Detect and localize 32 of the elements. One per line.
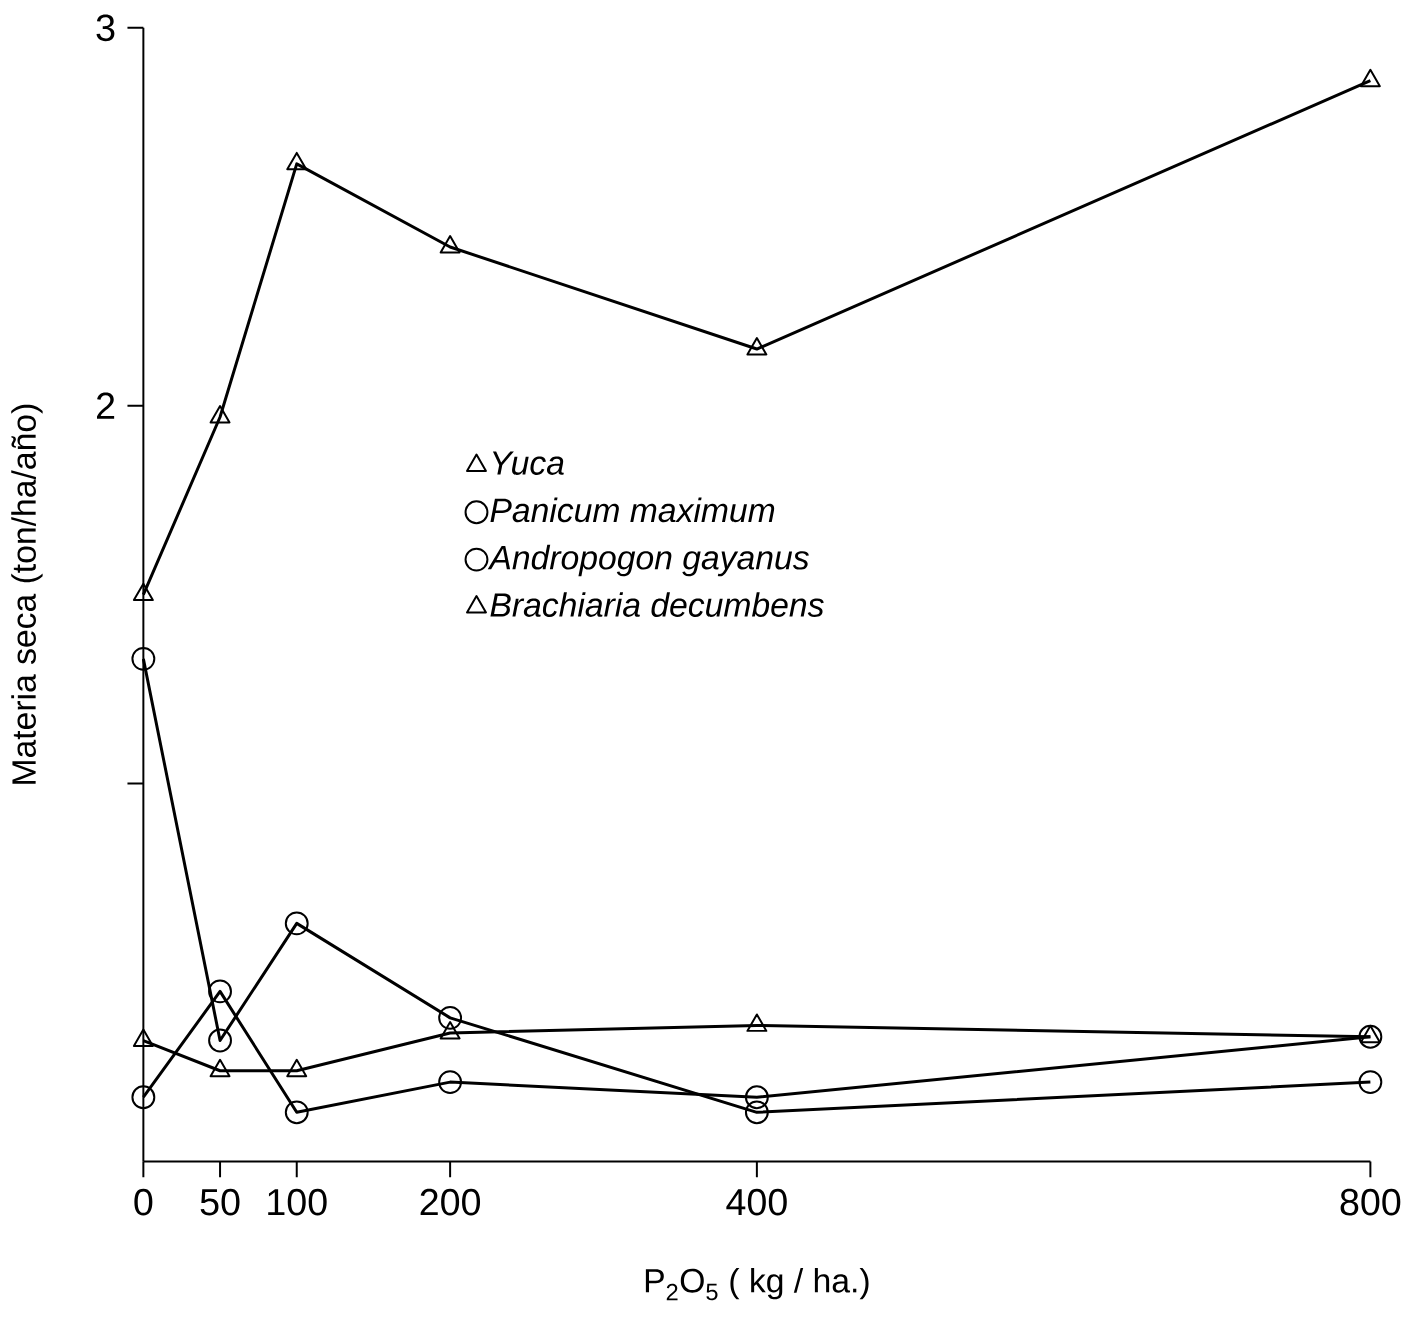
point <box>284 911 309 936</box>
legend-label: Andropogon gayanus <box>487 545 809 577</box>
point <box>1359 68 1381 88</box>
x-axis-title: P$_{2}$O$_{5}$ ( kg / ha.) <box>645 1268 869 1301</box>
x-tick-label: 200 <box>420 1188 481 1216</box>
point <box>132 582 154 602</box>
y-tick-label: 2 <box>96 392 115 420</box>
point <box>438 1006 463 1030</box>
point <box>286 152 308 171</box>
y-tick-label: 3 <box>96 14 115 42</box>
x-tick-label: 50 <box>200 1188 240 1216</box>
point <box>438 1070 463 1095</box>
x-tick-label: 400 <box>726 1188 787 1216</box>
point <box>208 979 232 1004</box>
point <box>439 235 461 254</box>
point <box>131 1085 156 1110</box>
legend-label: Yuca <box>492 451 564 476</box>
point <box>746 337 768 356</box>
x-tick-label: 800 <box>1340 1188 1401 1216</box>
legend-label: Panicum maximum <box>490 497 775 523</box>
point <box>208 1028 232 1053</box>
point <box>744 1100 769 1125</box>
point <box>131 647 156 672</box>
x-tick-label: 0 <box>134 1188 153 1216</box>
point <box>1358 1070 1383 1095</box>
point <box>744 1085 769 1110</box>
point <box>284 1100 309 1125</box>
legend-label: Brachiaria decumbens <box>490 592 824 618</box>
y-axis-title: Materia seca (ton/ha/año) <box>11 405 43 784</box>
x-tick-label: 100 <box>268 1188 327 1216</box>
point <box>1358 1025 1383 1049</box>
point <box>209 405 231 424</box>
